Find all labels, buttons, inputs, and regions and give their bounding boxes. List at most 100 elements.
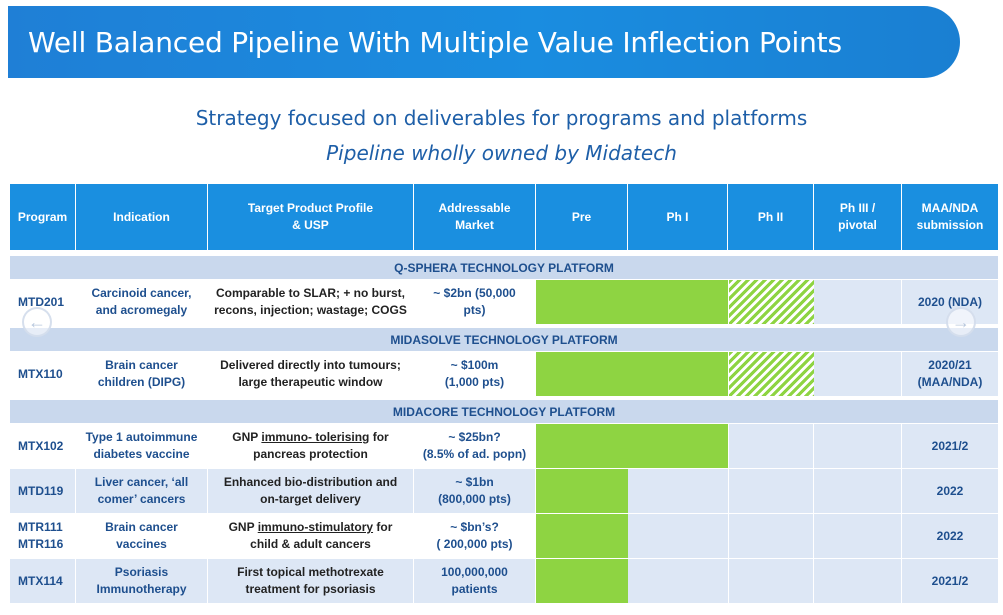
- section-midasolve: MIDASOLVE TECHNOLOGY PLATFORM: [10, 328, 998, 351]
- tpp-text: for: [369, 430, 389, 444]
- table-row: MTX110 Brain cancer children (DIPG) Deliv…: [10, 352, 998, 396]
- chevron-right-icon[interactable]: →: [946, 307, 976, 337]
- market-line: ( 200,000 pts): [436, 537, 513, 551]
- tpp-underlined-text: immuno-stimulatory: [257, 520, 374, 534]
- indication-line: children (DIPG): [97, 375, 186, 389]
- market-line: (8.5% of ad. popn): [422, 447, 527, 461]
- tpp-line: pancreas protection: [253, 447, 368, 461]
- header-pre: Pre: [536, 184, 628, 250]
- market-cell: ~ $25bn? (8.5% of ad. popn): [414, 424, 536, 468]
- market-line: patients: [451, 582, 498, 596]
- ph2-cell: [729, 559, 814, 603]
- table-row: MTR111 MTR116 Brain cancer vaccines GNP im…: [10, 514, 998, 558]
- indication-cell: Type 1 autoimmune diabetes vaccine: [76, 424, 208, 468]
- header-addressable-market: Addressable Market: [414, 184, 536, 250]
- market-cell: 100,000,000 patients: [414, 559, 536, 603]
- ph1-cell: [628, 469, 729, 513]
- tpp-cell: GNP immuno-stimulatory for child & adult …: [208, 514, 414, 558]
- tpp-line: First topical methotrexate: [237, 565, 384, 579]
- subtitle-ownership: Pipeline wholly owned by Midatech: [326, 141, 677, 165]
- subtitle-strategy: Strategy focused on deliverables for pro…: [195, 106, 808, 130]
- tpp-line: Delivered directly into tumours;: [220, 358, 401, 372]
- market-line: ~ $100m: [450, 358, 499, 372]
- tpp-cell: GNP immuno- tolerising for pancreas prote…: [208, 424, 414, 468]
- tpp-cell: Enhanced bio-distribution and on-target d…: [208, 469, 414, 513]
- indication-line: Type 1 autoimmune: [85, 430, 198, 444]
- ph1-cell: [628, 559, 729, 603]
- market-line: ~ $25bn?: [448, 430, 501, 444]
- indication-cell: Carcinoid cancer, and acromegaly: [76, 280, 208, 324]
- progress-bar: [536, 514, 628, 558]
- header-ph3-line1: Ph III /: [839, 201, 876, 215]
- tpp-underlined-text: immuno- tolerising: [261, 430, 370, 444]
- table-row: MTD119 Liver cancer, ‘all comer’ cancers …: [10, 469, 998, 513]
- program-cell: MTX102: [10, 424, 76, 468]
- indication-cell: Psoriasis Immunotherapy: [76, 559, 208, 603]
- tpp-line: Comparable to SLAR; + no burst,: [215, 286, 405, 300]
- tpp-cell: Delivered directly into tumours; large th…: [208, 352, 414, 396]
- progress-bar: [536, 280, 728, 324]
- chevron-left-icon[interactable]: ←: [22, 307, 52, 337]
- market-cell: ~ $1bn (800,000 pts): [414, 469, 536, 513]
- pipeline-table: Program Indication Target Product Profil…: [10, 184, 998, 604]
- table-row: MTX102 Type 1 autoimmune diabetes vaccine…: [10, 424, 998, 468]
- tpp-text: for: [373, 520, 393, 534]
- ph2-cell: [729, 514, 814, 558]
- indication-line: Carcinoid cancer,: [91, 286, 192, 300]
- submission-cell: 2021/2: [931, 573, 969, 588]
- submission-cell: 2022: [936, 483, 964, 498]
- ph3-cell: [814, 469, 902, 513]
- header-maa-line1: MAA/NDA: [921, 201, 979, 215]
- submission-cell: 2021/2: [902, 424, 998, 468]
- indication-line: Liver cancer, ‘all: [94, 475, 189, 489]
- section-qsphera: Q-SPHERA TECHNOLOGY PLATFORM: [10, 256, 998, 279]
- tpp-line: GNP immuno-stimulatory for: [229, 519, 393, 536]
- market-cell: ~ $bn’s? ( 200,000 pts): [414, 514, 536, 558]
- market-line: (1,000 pts): [444, 375, 505, 389]
- market-line: 100,000,000: [441, 565, 508, 579]
- indication-line: comer’ cancers: [97, 492, 186, 506]
- program-cell: MTR111 MTR116: [10, 514, 76, 558]
- ph3-cell: [814, 514, 902, 558]
- header-ph1: Ph I: [628, 184, 728, 250]
- tpp-cell: Comparable to SLAR; + no burst, recons, i…: [208, 280, 414, 324]
- header-market-line2: Market: [455, 218, 494, 232]
- program-line: MTR111: [18, 520, 63, 534]
- header-tpp-line2: & USP: [292, 218, 329, 232]
- slide-title: Well Balanced Pipeline With Multiple Val…: [28, 26, 842, 59]
- header-market-line1: Addressable: [438, 201, 511, 215]
- submission-line: (MAA/NDA): [917, 375, 983, 389]
- program-line: MTR116: [18, 537, 64, 551]
- tpp-line: child & adult cancers: [250, 537, 371, 551]
- program-cell: MTD201: [10, 280, 76, 324]
- indication-cell: Liver cancer, ‘all comer’ cancers: [76, 469, 208, 513]
- tpp-line: Enhanced bio-distribution and: [223, 475, 398, 489]
- indication-cell: Brain cancer children (DIPG): [76, 352, 208, 396]
- tpp-text: GNP: [232, 430, 262, 444]
- tpp-cell: First topical methotrexate treatment for …: [208, 559, 414, 603]
- market-line: ~ $2bn (50,000: [433, 286, 516, 300]
- header-ph2: Ph II: [728, 184, 814, 250]
- header-tpp-line1: Target Product Profile: [247, 201, 374, 215]
- header-program: Program: [10, 184, 76, 250]
- ph1-cell: [628, 514, 729, 558]
- tpp-line: recons, injection; wastage; COGS: [214, 303, 407, 317]
- progress-bar: [536, 559, 628, 603]
- tpp-line: on-target delivery: [260, 492, 361, 506]
- tpp-line: treatment for psoriasis: [245, 582, 376, 596]
- ph3-cell: [814, 280, 902, 324]
- ph3-cell: [814, 424, 902, 468]
- section-midacore: MIDACORE TECHNOLOGY PLATFORM: [10, 400, 998, 423]
- program-cell: MTX110: [10, 352, 76, 396]
- table-row: MTD201 Carcinoid cancer, and acromegaly C…: [10, 280, 998, 324]
- header-indication: Indication: [76, 184, 208, 250]
- indication-line: diabetes vaccine: [93, 447, 190, 461]
- indication-cell: Brain cancer vaccines: [76, 514, 208, 558]
- submission-cell: 2022: [902, 514, 998, 558]
- progress-bar: [536, 424, 728, 468]
- header-maa-nda-submission: MAA/NDA submission: [902, 184, 998, 250]
- tpp-line: GNP immuno- tolerising for: [232, 429, 388, 446]
- program-cell: MTD119: [10, 469, 76, 513]
- in-progress-hatch: [729, 280, 814, 324]
- indication-line: vaccines: [116, 537, 167, 551]
